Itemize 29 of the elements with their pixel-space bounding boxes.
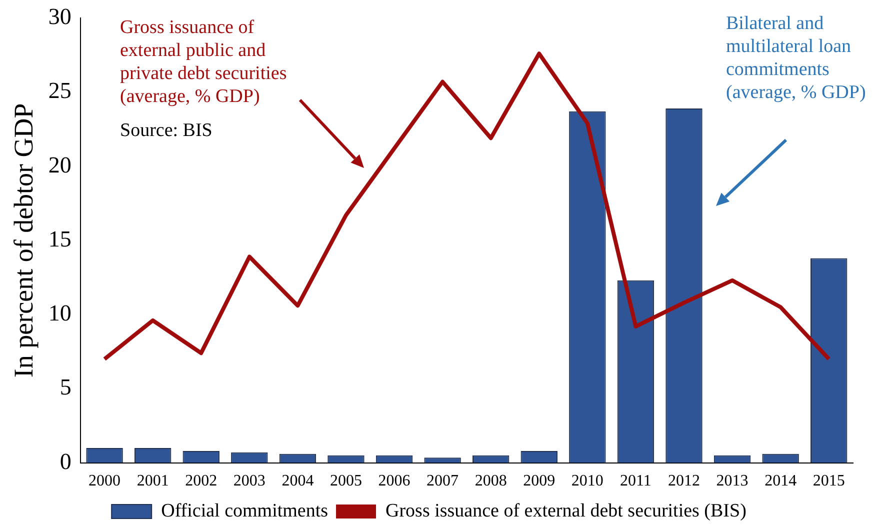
x-tick-label: 2004	[282, 472, 314, 490]
x-tick-label: 2011	[620, 472, 652, 490]
y-tick-label: 15	[48, 226, 72, 252]
x-tick-label: 2001	[136, 472, 169, 490]
legend-label: Gross issuance of external debt securities (BIS)	[386, 500, 746, 522]
y-tick-label: 25	[48, 78, 72, 104]
x-tick-label: 2003	[233, 472, 266, 490]
x-tick-label: 2015	[812, 472, 845, 490]
legend-label: Official commitments	[161, 500, 328, 522]
x-tick-label: 2000	[88, 472, 121, 490]
x-tick-label: 2007	[426, 472, 459, 490]
annotation: Bilateral and multilateral loan commitments (average, % GDP)	[726, 12, 867, 104]
x-tick-label: 2006	[378, 472, 410, 490]
annotation: Gross issuance of external public and private debt securities (average, % GDP)	[120, 16, 288, 108]
y-axis-title: In percent of debtor GDP	[8, 103, 38, 378]
x-tick-label: 2005	[330, 472, 362, 490]
y-tick-label: 0	[60, 448, 72, 474]
x-tick-label: 2013	[716, 472, 748, 490]
x-tick-label: 2002	[185, 472, 218, 490]
x-tick-label: 2010	[571, 472, 604, 490]
x-tick-label: 2012	[668, 472, 700, 490]
y-tick-label: 5	[60, 374, 72, 400]
x-tick-label: 2008	[474, 472, 507, 490]
y-tick-label: 10	[48, 300, 72, 326]
annotation: Source: BIS	[120, 119, 214, 142]
y-tick-label: 20	[48, 152, 72, 178]
x-tick-label: 2009	[523, 472, 556, 490]
y-tick-label: 30	[48, 4, 72, 30]
x-tick-label: 2014	[764, 472, 797, 490]
